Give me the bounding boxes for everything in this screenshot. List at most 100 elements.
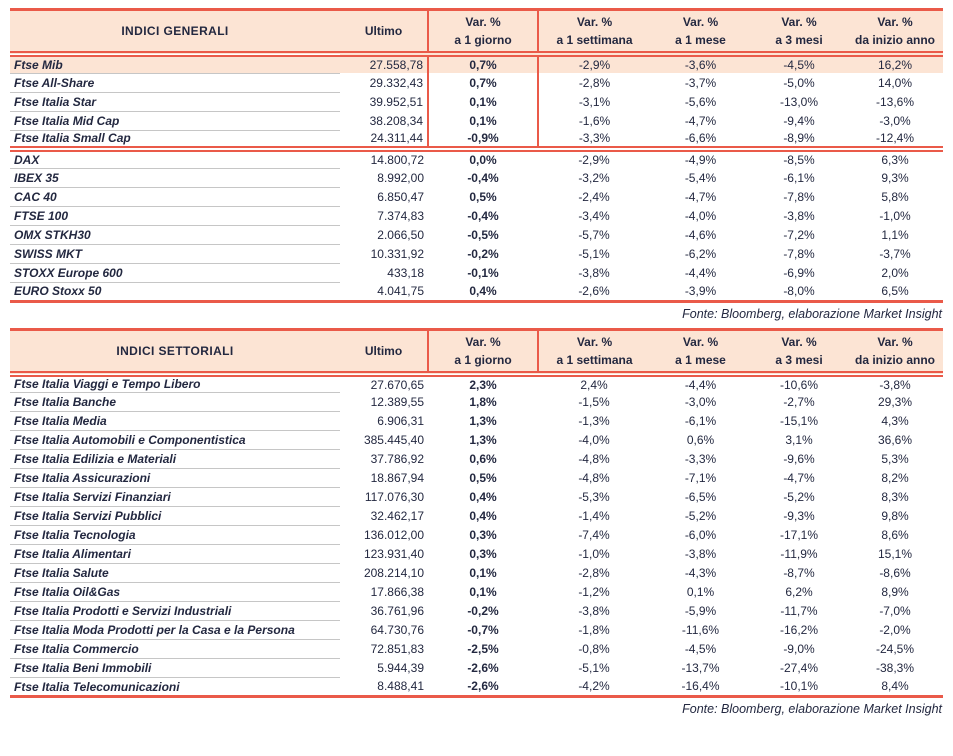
- table-row: Ftse Italia Moda Prodotti per la Casa e …: [10, 620, 943, 640]
- var-1-mese-cell: -4,9%: [684, 153, 717, 167]
- var-1-settimana-cell: -1,8%: [578, 623, 610, 637]
- var-3-mesi-cell: -16,2%: [779, 623, 819, 637]
- index-name-cell: Ftse Italia Small Cap: [10, 130, 340, 152]
- var-1-mese-cell: -7,1%: [684, 471, 717, 485]
- var-1-mese-cell: -4,0%: [684, 208, 717, 223]
- var-3-mesi-cell: -10,1%: [751, 677, 847, 698]
- table-title: INDICI GENERALI: [10, 8, 340, 57]
- var-1-settimana-cell: -2,9%: [578, 153, 610, 167]
- var-1-giorno-cell: -0,2%: [467, 604, 499, 618]
- ultimo-value-cell: 37.786,92: [370, 452, 424, 466]
- var-1-giorno-cell: 0,5%: [469, 189, 497, 204]
- var-inizio-anno-cell: -2,0%: [879, 623, 911, 637]
- table-row: Ftse Italia Banche 12.389,55 1,8% -1,5% -3,0…: [10, 392, 943, 412]
- var-1-settimana-cell: -2,8%: [578, 566, 610, 580]
- var-1-giorno-cell: -0,5%: [467, 227, 499, 242]
- var-1-settimana-cell: -5,1%: [578, 246, 610, 261]
- var-1-mese-cell: -6,6%: [650, 130, 751, 152]
- index-name-cell: Ftse Italia Oil&Gas: [10, 582, 340, 602]
- var-1-mese-cell: -3,0%: [684, 395, 717, 409]
- ultimo-value-cell: 18.867,94: [370, 471, 424, 485]
- var-inizio-anno-cell: 5,8%: [881, 189, 909, 204]
- var-1-mese-cell: 0,6%: [686, 433, 715, 447]
- var-inizio-anno-cell: -3,0%: [879, 113, 911, 128]
- var-1-mese-cell: -4,3%: [684, 566, 717, 580]
- col-header-var-1-giorno: Var. % a 1 giorno: [427, 327, 539, 377]
- var-1-settimana-cell: -4,0%: [578, 433, 610, 447]
- var-1-mese-cell: -3,3%: [684, 452, 717, 466]
- var-1-giorno-cell: 0,4%: [469, 509, 497, 523]
- var-inizio-anno-cell: 29,3%: [877, 395, 913, 409]
- var-inizio-anno-cell: -8,6%: [879, 566, 911, 580]
- ultimo-value-cell: 117.076,30: [364, 490, 424, 504]
- header-row: INDICI SETTORIALI Ultimo Var. % a 1 giorno V…: [10, 327, 943, 377]
- var-1-settimana-cell: -4,8%: [578, 471, 610, 485]
- var-1-settimana-cell: -5,3%: [578, 490, 610, 504]
- index-name-cell: CAC 40: [10, 187, 340, 207]
- table-title: INDICI SETTORIALI: [10, 327, 340, 377]
- index-name-cell: Ftse Italia Mid Cap: [10, 111, 340, 131]
- index-name-cell: Ftse Italia Alimentari: [10, 544, 340, 564]
- var-inizio-anno-cell: 8,3%: [881, 490, 909, 504]
- var-3-mesi-cell: -5,0%: [783, 75, 815, 90]
- var-1-mese-cell: -4,5%: [684, 642, 717, 656]
- col-header-ultimo: Ultimo: [340, 8, 428, 57]
- var-1-settimana-cell: -3,1%: [578, 94, 611, 109]
- index-name-cell: OMX STKH30: [10, 225, 340, 245]
- col-header-var-inizio-anno: Var. % da inizio anno: [847, 327, 943, 377]
- var-3-mesi-cell: -7,8%: [783, 189, 815, 204]
- var-inizio-anno-cell: 9,3%: [881, 170, 909, 185]
- var-inizio-anno-cell: 14,0%: [877, 75, 913, 90]
- var-1-giorno-cell: 0,6%: [469, 452, 497, 466]
- col-header-var-1-mese: Var. % a 1 mese: [650, 8, 751, 57]
- index-name-cell: IBEX 35: [10, 168, 340, 188]
- var-1-settimana-cell: -1,3%: [578, 414, 610, 428]
- var-1-settimana-cell: -0,8%: [578, 642, 610, 656]
- var-1-mese-cell: -4,7%: [684, 113, 717, 128]
- ultimo-value-cell: 6.906,31: [377, 414, 424, 428]
- col-header-var-1-settimana: Var. % a 1 settimana: [538, 8, 650, 57]
- var-1-mese-cell: -3,7%: [684, 75, 717, 90]
- var-1-settimana-cell: -5,7%: [578, 227, 610, 242]
- var-3-mesi-cell: -6,1%: [783, 170, 815, 185]
- var-1-settimana-cell: -3,8%: [578, 265, 610, 280]
- ultimo-value-cell: 12.389,55: [370, 395, 424, 409]
- var-1-settimana-cell: -2,9%: [538, 54, 650, 73]
- var-inizio-anno-cell: 16,2%: [847, 54, 943, 73]
- var-1-giorno-cell: 2,3%: [469, 377, 497, 392]
- indici-settoriali-table: INDICI SETTORIALI Ultimo Var. % a 1 giorno V…: [10, 327, 943, 698]
- var-1-settimana-cell: -1,6%: [578, 113, 611, 128]
- var-1-mese-cell: -4,6%: [684, 227, 717, 242]
- table-row: IBEX 35 8.992,00 -0,4% -3,2% -5,4% -6,1% 9,3%: [10, 168, 943, 188]
- var-inizio-anno-cell: 5,3%: [881, 452, 909, 466]
- table-row: Ftse Italia Telecomunicazioni 8.488,41 -2,…: [10, 677, 943, 698]
- ultimo-value-cell: 7.374,83: [377, 208, 424, 223]
- index-name-cell: Ftse Italia Assicurazioni: [10, 468, 340, 488]
- var-1-giorno-cell: 1,3%: [469, 433, 497, 447]
- var-1-mese-cell: -3,9%: [650, 282, 751, 303]
- ultimo-value-cell: 14.800,72: [370, 153, 424, 167]
- ultimo-value-cell: 433,18: [387, 265, 424, 280]
- ultimo-value-cell: 4.041,75: [340, 282, 428, 303]
- var-1-settimana-cell: -1,4%: [578, 509, 610, 523]
- table-row: Ftse Italia Alimentari 123.931,40 0,3% -1,0…: [10, 544, 943, 564]
- var-1-giorno-cell: 0,1%: [469, 585, 497, 599]
- var-inizio-anno-cell: -13,6%: [875, 94, 915, 109]
- ultimo-value-cell: 208.214,10: [363, 566, 424, 580]
- var-1-giorno-cell: 0,3%: [469, 547, 497, 561]
- ultimo-value-cell: 32.462,17: [370, 509, 424, 523]
- var-1-settimana-cell: -4,2%: [538, 677, 650, 698]
- var-inizio-anno-cell: -38,3%: [875, 661, 915, 675]
- table-row: Ftse Italia Edilizia e Materiali 37.786,9…: [10, 449, 943, 469]
- var-1-giorno-cell: 0,1%: [427, 111, 539, 130]
- var-1-giorno-cell: -0,7%: [467, 623, 499, 637]
- ultimo-value-cell: 2.066,50: [377, 227, 424, 242]
- ultimo-value-cell: 38.208,34: [369, 113, 423, 128]
- var-inizio-anno-cell: -3,7%: [879, 246, 911, 261]
- ultimo-value-cell: 24.311,44: [340, 130, 428, 152]
- var-1-mese-cell: -6,2%: [684, 246, 717, 261]
- var-1-mese-cell: -5,6%: [684, 94, 717, 109]
- table-row: SWISS MKT 10.331,92 -0,2% -5,1% -6,2% -7,8% -3…: [10, 244, 943, 264]
- var-1-giorno-cell: 0,7%: [427, 54, 539, 73]
- var-inizio-anno-cell: 4,3%: [881, 414, 909, 428]
